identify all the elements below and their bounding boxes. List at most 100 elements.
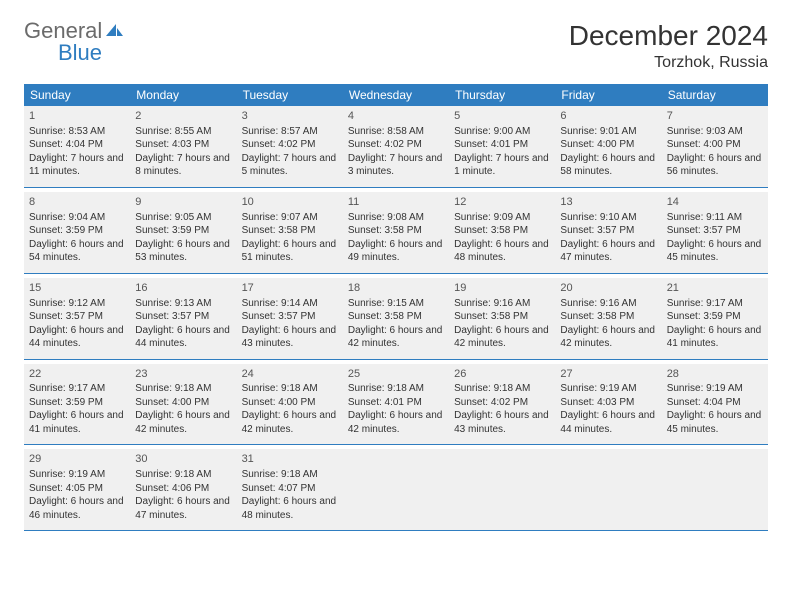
daylight-text: Daylight: 6 hours and 44 minutes. <box>29 324 125 351</box>
sunset-text: Sunset: 3:57 PM <box>667 224 763 238</box>
sunrise-text: Sunrise: 9:17 AM <box>667 297 763 311</box>
dow-thursday: Thursday <box>449 84 555 106</box>
calendar-cell: 14Sunrise: 9:11 AMSunset: 3:57 PMDayligh… <box>662 192 768 273</box>
daylight-text: Daylight: 6 hours and 41 minutes. <box>667 324 763 351</box>
dow-friday: Friday <box>555 84 661 106</box>
daylight-text: Daylight: 6 hours and 47 minutes. <box>560 238 656 265</box>
sunrise-text: Sunrise: 8:57 AM <box>242 125 338 139</box>
day-number: 23 <box>135 367 231 382</box>
day-number: 10 <box>242 195 338 210</box>
sunset-text: Sunset: 4:00 PM <box>560 138 656 152</box>
calendar-cell: 11Sunrise: 9:08 AMSunset: 3:58 PMDayligh… <box>343 192 449 273</box>
sunset-text: Sunset: 4:07 PM <box>242 482 338 496</box>
sunset-text: Sunset: 3:59 PM <box>29 224 125 238</box>
calendar-cell: 5Sunrise: 9:00 AMSunset: 4:01 PMDaylight… <box>449 106 555 187</box>
daylight-text: Daylight: 6 hours and 43 minutes. <box>454 409 550 436</box>
calendar-cell: 9Sunrise: 9:05 AMSunset: 3:59 PMDaylight… <box>130 192 236 273</box>
sunrise-text: Sunrise: 9:18 AM <box>135 468 231 482</box>
sunset-text: Sunset: 3:59 PM <box>667 310 763 324</box>
day-number: 15 <box>29 281 125 296</box>
calendar-cell <box>555 449 661 530</box>
calendar-cell: 10Sunrise: 9:07 AMSunset: 3:58 PMDayligh… <box>237 192 343 273</box>
sunset-text: Sunset: 3:57 PM <box>242 310 338 324</box>
day-number: 22 <box>29 367 125 382</box>
calendar-cell: 29Sunrise: 9:19 AMSunset: 4:05 PMDayligh… <box>24 449 130 530</box>
sunset-text: Sunset: 3:59 PM <box>29 396 125 410</box>
calendar-week: 8Sunrise: 9:04 AMSunset: 3:59 PMDaylight… <box>24 192 768 273</box>
daylight-text: Daylight: 6 hours and 42 minutes. <box>242 409 338 436</box>
daylight-text: Daylight: 6 hours and 51 minutes. <box>242 238 338 265</box>
sunset-text: Sunset: 3:59 PM <box>135 224 231 238</box>
sunrise-text: Sunrise: 8:55 AM <box>135 125 231 139</box>
sunrise-text: Sunrise: 9:11 AM <box>667 211 763 225</box>
brand-logo: General Blue <box>24 20 124 64</box>
calendar-cell: 27Sunrise: 9:19 AMSunset: 4:03 PMDayligh… <box>555 364 661 445</box>
sunset-text: Sunset: 4:02 PM <box>242 138 338 152</box>
calendar-cell: 15Sunrise: 9:12 AMSunset: 3:57 PMDayligh… <box>24 278 130 359</box>
sunset-text: Sunset: 3:58 PM <box>348 224 444 238</box>
sunset-text: Sunset: 4:02 PM <box>348 138 444 152</box>
calendar-cell: 16Sunrise: 9:13 AMSunset: 3:57 PMDayligh… <box>130 278 236 359</box>
sunrise-text: Sunrise: 9:01 AM <box>560 125 656 139</box>
sunset-text: Sunset: 4:03 PM <box>135 138 231 152</box>
page-header: General Blue December 2024 Torzhok, Russ… <box>24 20 768 72</box>
daylight-text: Daylight: 6 hours and 45 minutes. <box>667 238 763 265</box>
day-number: 28 <box>667 367 763 382</box>
daylight-text: Daylight: 6 hours and 42 minutes. <box>348 409 444 436</box>
sunset-text: Sunset: 4:04 PM <box>667 396 763 410</box>
day-number: 2 <box>135 109 231 124</box>
sunrise-text: Sunrise: 8:58 AM <box>348 125 444 139</box>
sunset-text: Sunset: 3:57 PM <box>135 310 231 324</box>
daylight-text: Daylight: 7 hours and 5 minutes. <box>242 152 338 179</box>
dow-sunday: Sunday <box>24 84 130 106</box>
daylight-text: Daylight: 6 hours and 48 minutes. <box>242 495 338 522</box>
calendar-week: 22Sunrise: 9:17 AMSunset: 3:59 PMDayligh… <box>24 364 768 445</box>
day-number: 11 <box>348 195 444 210</box>
day-number: 30 <box>135 452 231 467</box>
daylight-text: Daylight: 6 hours and 56 minutes. <box>667 152 763 179</box>
sunset-text: Sunset: 4:01 PM <box>454 138 550 152</box>
sunrise-text: Sunrise: 9:13 AM <box>135 297 231 311</box>
calendar-cell: 2Sunrise: 8:55 AMSunset: 4:03 PMDaylight… <box>130 106 236 187</box>
calendar-cell: 22Sunrise: 9:17 AMSunset: 3:59 PMDayligh… <box>24 364 130 445</box>
daylight-text: Daylight: 6 hours and 42 minutes. <box>454 324 550 351</box>
day-number: 3 <box>242 109 338 124</box>
daylight-text: Daylight: 6 hours and 54 minutes. <box>29 238 125 265</box>
calendar-table: Sunday Monday Tuesday Wednesday Thursday… <box>24 84 768 531</box>
day-number: 31 <box>242 452 338 467</box>
day-number: 19 <box>454 281 550 296</box>
month-title: December 2024 <box>569 20 768 52</box>
calendar-cell: 13Sunrise: 9:10 AMSunset: 3:57 PMDayligh… <box>555 192 661 273</box>
day-number: 21 <box>667 281 763 296</box>
sunrise-text: Sunrise: 9:04 AM <box>29 211 125 225</box>
day-number: 5 <box>454 109 550 124</box>
day-number: 1 <box>29 109 125 124</box>
sunrise-text: Sunrise: 9:18 AM <box>348 382 444 396</box>
sunset-text: Sunset: 3:57 PM <box>29 310 125 324</box>
daylight-text: Daylight: 6 hours and 42 minutes. <box>135 409 231 436</box>
day-number: 9 <box>135 195 231 210</box>
day-number: 20 <box>560 281 656 296</box>
day-number: 6 <box>560 109 656 124</box>
sunrise-text: Sunrise: 9:16 AM <box>560 297 656 311</box>
calendar-cell: 17Sunrise: 9:14 AMSunset: 3:57 PMDayligh… <box>237 278 343 359</box>
daylight-text: Daylight: 6 hours and 45 minutes. <box>667 409 763 436</box>
calendar-cell: 30Sunrise: 9:18 AMSunset: 4:06 PMDayligh… <box>130 449 236 530</box>
day-number: 14 <box>667 195 763 210</box>
calendar-cell: 31Sunrise: 9:18 AMSunset: 4:07 PMDayligh… <box>237 449 343 530</box>
dow-saturday: Saturday <box>662 84 768 106</box>
calendar-body: 1Sunrise: 8:53 AMSunset: 4:04 PMDaylight… <box>24 106 768 531</box>
sunrise-text: Sunrise: 9:10 AM <box>560 211 656 225</box>
day-number: 25 <box>348 367 444 382</box>
sunset-text: Sunset: 4:01 PM <box>348 396 444 410</box>
daylight-text: Daylight: 6 hours and 47 minutes. <box>135 495 231 522</box>
sunrise-text: Sunrise: 9:19 AM <box>560 382 656 396</box>
sail-icon <box>104 20 124 42</box>
calendar-cell: 6Sunrise: 9:01 AMSunset: 4:00 PMDaylight… <box>555 106 661 187</box>
calendar-cell: 1Sunrise: 8:53 AMSunset: 4:04 PMDaylight… <box>24 106 130 187</box>
sunset-text: Sunset: 3:58 PM <box>454 310 550 324</box>
sunset-text: Sunset: 4:02 PM <box>454 396 550 410</box>
day-number: 26 <box>454 367 550 382</box>
sunrise-text: Sunrise: 9:12 AM <box>29 297 125 311</box>
calendar-week: 29Sunrise: 9:19 AMSunset: 4:05 PMDayligh… <box>24 449 768 530</box>
